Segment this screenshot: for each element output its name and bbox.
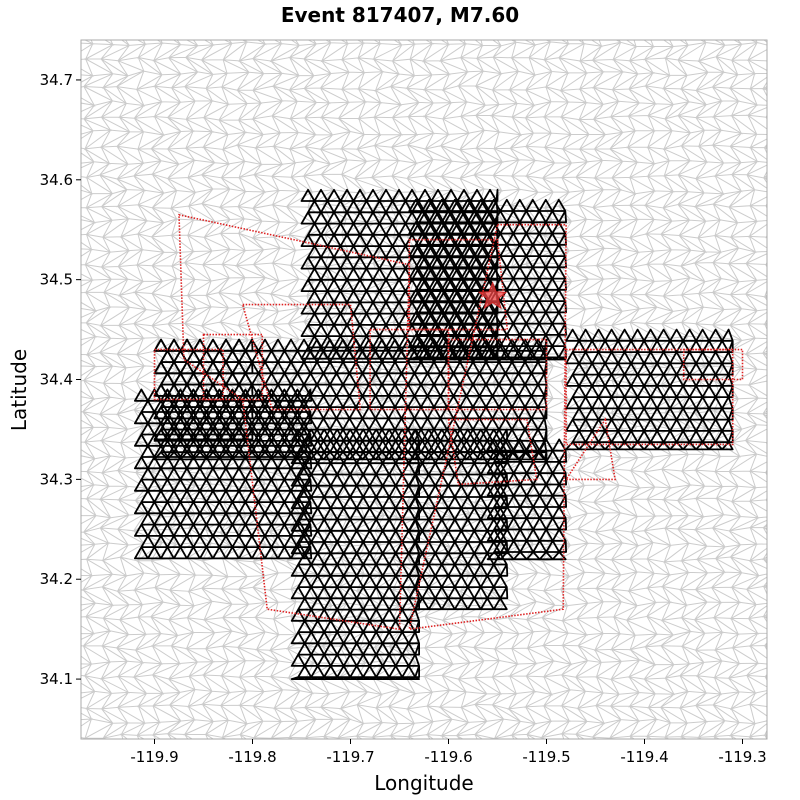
y-tick-label: 34.5 xyxy=(40,271,73,289)
fault-outline xyxy=(408,223,567,631)
ruptured-patch xyxy=(486,438,567,561)
background-mesh xyxy=(81,40,767,739)
epicenter-layer xyxy=(477,281,508,310)
y-tick-label: 34.4 xyxy=(40,371,73,389)
x-axis-ticks: -119.9 -119.8 -119.7 -119.6 -119.5 -119.4 -119… xyxy=(130,739,767,766)
x-tick-label: -119.3 xyxy=(718,748,766,766)
x-tick-label: -119.7 xyxy=(326,748,374,766)
fault-outline xyxy=(241,303,362,411)
fault-outline xyxy=(447,338,548,411)
y-tick-label: 34.1 xyxy=(40,670,73,688)
x-tick-label: -119.4 xyxy=(620,748,668,766)
plot-frame xyxy=(80,39,768,740)
chart-title: Event 817407, M7.60 xyxy=(281,3,519,27)
ruptured-mesh xyxy=(134,188,734,680)
x-tick-label: -119.5 xyxy=(522,748,570,766)
epicenter-star-icon xyxy=(477,281,508,310)
ruptured-patch xyxy=(408,198,567,361)
x-tick-label: -119.6 xyxy=(424,748,472,766)
fault-outline xyxy=(682,348,744,381)
x-axis-label: Longitude xyxy=(374,771,473,795)
fault-outlines xyxy=(153,213,744,631)
fault-outline xyxy=(565,348,734,446)
y-tick-label: 34.3 xyxy=(40,470,73,488)
fault-outline xyxy=(564,417,617,481)
y-axis-ticks: 34.1 34.2 34.3 34.4 34.5 34.6 34.7 xyxy=(40,71,81,688)
background-mesh-lines xyxy=(81,40,767,739)
y-tick-label: 34.2 xyxy=(40,570,73,588)
fault-outline xyxy=(408,238,509,331)
y-axis-label: Latitude xyxy=(7,349,31,431)
x-tick-label: -119.8 xyxy=(228,748,276,766)
plot-area xyxy=(81,40,767,739)
fault-outline xyxy=(369,328,450,411)
y-tick-label: 34.7 xyxy=(40,71,73,89)
fault-outline xyxy=(202,333,264,401)
ruptured-patch xyxy=(290,428,420,680)
x-tick-label: -119.9 xyxy=(130,748,178,766)
fault-outline xyxy=(447,418,538,486)
y-tick-label: 34.6 xyxy=(40,171,73,189)
